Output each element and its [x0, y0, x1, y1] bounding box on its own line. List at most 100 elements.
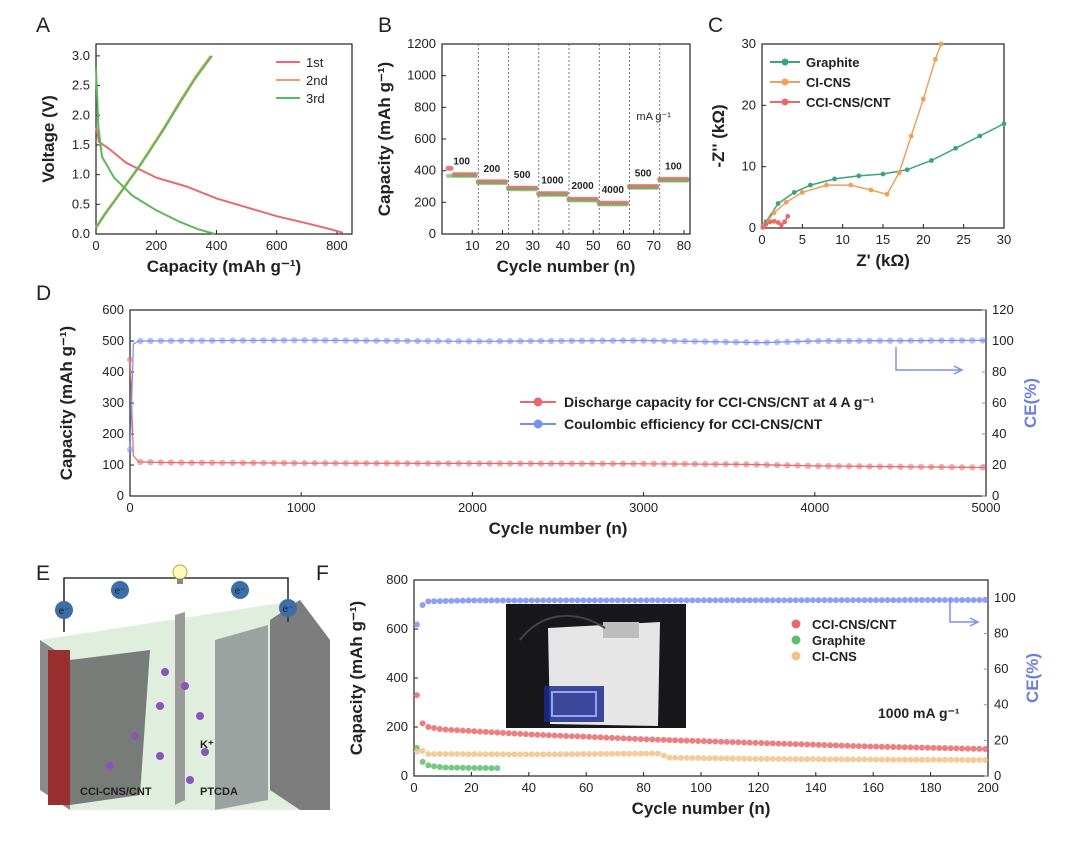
data-point-f	[586, 750, 593, 757]
data-point-f	[637, 750, 644, 757]
data-point-d	[321, 459, 329, 467]
data-point-d	[208, 337, 216, 344]
rate-label-b: 100	[665, 161, 682, 172]
data-point-f	[649, 736, 656, 743]
data-point-f	[890, 597, 897, 604]
data-point-d	[856, 337, 863, 345]
y2-tick-label-F: 20	[994, 732, 1008, 747]
data-point-f	[528, 597, 535, 604]
x-tick-label-F: 0	[410, 780, 417, 795]
data-point-d	[979, 337, 986, 344]
data-point-f	[792, 756, 799, 763]
data-point-f	[580, 733, 587, 740]
data-point-d	[137, 337, 144, 345]
data-point-d	[763, 461, 771, 469]
data-point-f	[827, 597, 834, 604]
data-point-d	[578, 460, 586, 467]
data-point-c	[856, 173, 862, 179]
data-point-d	[938, 463, 945, 471]
data-point-f	[522, 731, 529, 738]
data-point-f	[907, 597, 914, 604]
legend-label-a: 2nd	[306, 73, 328, 88]
data-point-b	[654, 185, 659, 190]
y-tick-label-B: 1200	[407, 36, 436, 51]
data-point-f	[580, 597, 587, 604]
data-point-f	[838, 742, 845, 749]
data-point-f	[689, 597, 696, 604]
data-point-f	[815, 597, 822, 604]
data-point-d	[260, 337, 267, 344]
data-point-f	[873, 756, 880, 763]
data-point-f	[477, 764, 484, 771]
data-point-f	[649, 597, 656, 604]
data-point-c	[760, 224, 766, 230]
data-point-f	[706, 755, 713, 762]
data-point-d	[167, 337, 175, 345]
data-point-f	[786, 756, 793, 763]
data-point-d	[547, 337, 555, 345]
data-point-d	[291, 337, 298, 344]
data-point-f	[551, 732, 558, 739]
data-point-f	[775, 740, 782, 747]
data-point-f	[821, 742, 828, 749]
electron-icon: e⁻	[111, 581, 129, 599]
data-point-f	[454, 727, 461, 734]
data-point-f	[442, 726, 449, 733]
data-point-d	[825, 462, 832, 470]
y-tick-label-C: 10	[742, 159, 756, 174]
y-tick-label-D: 0	[117, 488, 124, 503]
data-point-f	[557, 751, 564, 758]
data-point-d	[404, 460, 411, 467]
rate-label-b: 4000	[602, 185, 625, 196]
data-point-f	[850, 756, 857, 763]
y-tick-label-B: 400	[414, 163, 436, 178]
data-point-f	[844, 756, 851, 763]
data-point-d	[157, 337, 165, 345]
data-point-d	[691, 460, 699, 468]
x-tick-label-F: 80	[636, 780, 650, 795]
data-point-d	[773, 338, 781, 346]
data-point-f	[482, 751, 489, 758]
data-point-f	[729, 597, 736, 604]
svg-text:e⁻: e⁻	[115, 586, 126, 597]
data-point-d	[856, 463, 863, 470]
data-point-f	[545, 732, 552, 739]
data-point-f	[557, 732, 564, 739]
data-point-d	[332, 460, 339, 467]
data-point-c	[785, 213, 791, 219]
data-point-d	[208, 459, 216, 466]
data-point-f	[982, 757, 989, 764]
data-point-c	[933, 56, 938, 62]
data-point-f	[442, 764, 449, 771]
data-point-f	[459, 751, 466, 758]
data-point-f	[844, 742, 851, 749]
data-point-f	[505, 597, 512, 604]
legend-label-c: CCI-CNS/CNT	[806, 95, 891, 110]
data-point-f	[878, 756, 885, 763]
data-point-f	[672, 754, 679, 761]
data-point-d	[599, 337, 606, 344]
data-point-f	[448, 597, 455, 604]
y-axis-title-A: Voltage (V)	[39, 95, 58, 183]
y2-tick-label-D: 40	[992, 426, 1006, 441]
data-point-f	[465, 751, 472, 758]
data-point-d	[321, 337, 329, 344]
data-point-f	[465, 764, 472, 771]
data-point-f	[419, 601, 426, 608]
bulb-icon	[172, 564, 188, 584]
data-point-f	[563, 597, 570, 604]
data-point-d	[671, 460, 678, 468]
x-tick-label-C: 30	[997, 232, 1011, 247]
data-point-d	[712, 338, 719, 345]
data-point-d	[773, 461, 781, 469]
x-tick-label-C: 5	[799, 232, 806, 247]
y-tick-label-B: 1000	[407, 68, 436, 83]
data-point-f	[448, 726, 455, 733]
data-point-f	[907, 744, 914, 751]
data-point-d	[219, 337, 226, 344]
x-tick-label-F: 60	[579, 780, 593, 795]
data-point-f	[878, 597, 885, 604]
data-point-d	[609, 337, 616, 344]
cathode-material	[215, 625, 268, 810]
data-point-f	[729, 755, 736, 762]
